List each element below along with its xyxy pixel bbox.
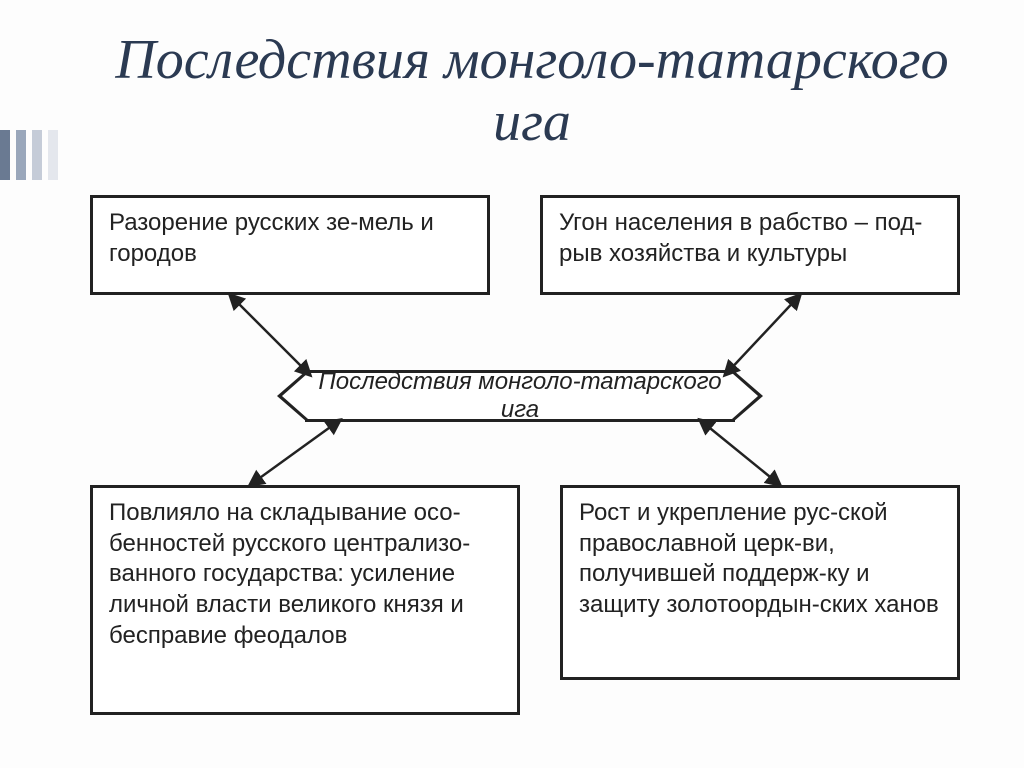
accent-bar	[0, 130, 10, 180]
node-top-left: Разорение русских зе-мель и городов	[90, 195, 490, 295]
center-label: Последствия монголо-татарского ига	[308, 368, 732, 424]
accent-bar	[32, 130, 42, 180]
node-bottom-right: Рост и укрепление рус-ской православной …	[560, 485, 960, 680]
page-title: Последствия монголо-татарского ига	[80, 30, 984, 153]
node-bottom-left: Повлияло на складывание осо-бенностей ру…	[90, 485, 520, 715]
accent-bar	[48, 130, 58, 180]
slide: Последствия монголо-татарского ига Разор…	[0, 0, 1024, 768]
node-top-right: Угон населения в рабство – под-рыв хозяй…	[540, 195, 960, 295]
center-node: Последствия монголо-татарского ига	[305, 370, 735, 422]
accent-bars	[0, 130, 58, 180]
diagram: Разорение русских зе-мель и городов Угон…	[60, 195, 970, 715]
accent-bar	[16, 130, 26, 180]
